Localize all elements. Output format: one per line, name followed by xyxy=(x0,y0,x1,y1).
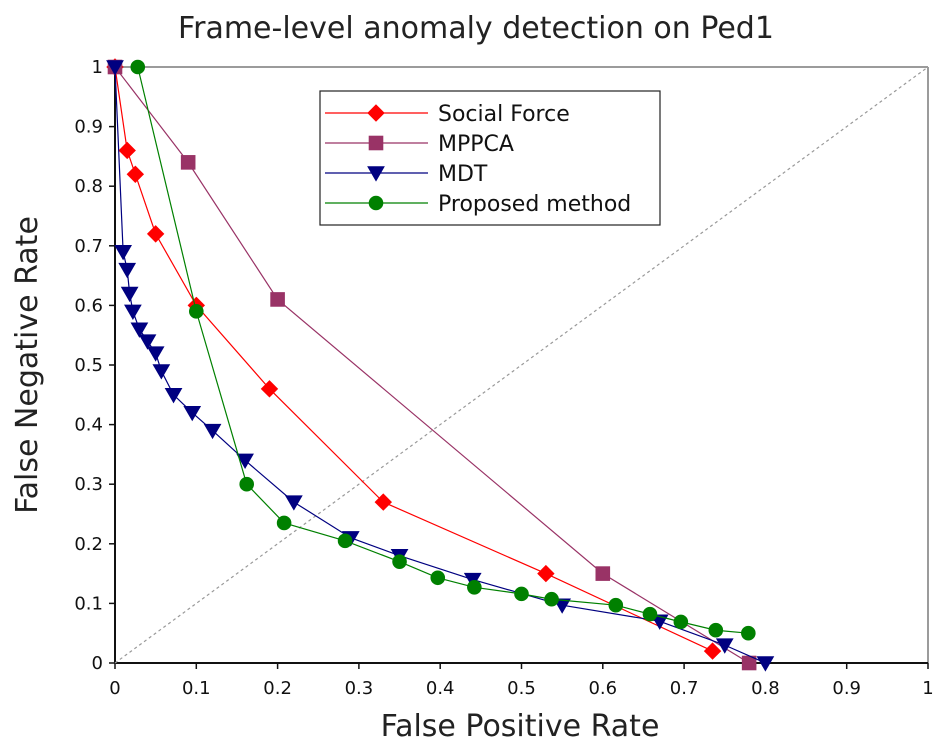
data-point-marker xyxy=(708,622,724,638)
legend-label: Proposed method xyxy=(438,192,631,217)
data-point-marker xyxy=(180,155,196,170)
x-tick-label: 0.3 xyxy=(345,678,374,699)
data-point-marker xyxy=(106,60,124,76)
legend: Social Force MPPCA MDT Proposed method xyxy=(319,90,661,226)
x-tick-label: 0.4 xyxy=(426,678,455,699)
data-point-marker xyxy=(284,495,303,511)
data-point-marker xyxy=(544,591,559,607)
data-point-marker xyxy=(276,515,292,531)
x-tick-label: 1 xyxy=(922,678,933,699)
data-point-marker xyxy=(537,564,555,583)
y-tick-label: 0.5 xyxy=(74,355,103,376)
data-point-marker xyxy=(146,346,165,362)
data-point-marker xyxy=(673,614,689,630)
x-axis-label: False Positive Rate xyxy=(381,709,660,744)
y-tick-label: 1 xyxy=(92,57,103,78)
legend-marker xyxy=(368,135,384,151)
data-point-marker xyxy=(114,245,132,261)
series-layer xyxy=(106,58,775,672)
data-point-marker xyxy=(236,453,254,469)
legend-label: MDT xyxy=(438,162,488,187)
data-point-marker xyxy=(270,292,285,307)
data-point-marker xyxy=(392,554,407,569)
legend-label: Social Force xyxy=(438,102,570,127)
data-point-marker xyxy=(183,405,202,422)
data-point-marker xyxy=(703,642,722,660)
data-point-marker xyxy=(337,533,353,549)
data-point-marker xyxy=(741,625,756,641)
diagonal-reference-line xyxy=(114,66,929,664)
y-tick-label: 0.2 xyxy=(74,534,103,555)
data-point-marker xyxy=(138,334,157,350)
chart-title: Frame-level anomaly detection on Ped1 xyxy=(178,11,774,46)
data-point-marker xyxy=(118,141,136,160)
data-point-marker xyxy=(118,262,137,279)
y-tick-label: 0.1 xyxy=(74,593,103,614)
x-tick-label: 0.8 xyxy=(751,678,780,699)
data-point-marker xyxy=(130,322,149,338)
data-point-marker xyxy=(756,656,775,672)
x-tick-label: 0.1 xyxy=(182,678,211,699)
legend-marker xyxy=(368,195,384,211)
data-point-marker xyxy=(189,304,204,319)
series-proposed-method xyxy=(130,59,756,641)
x-tick-label: 0.6 xyxy=(588,678,617,699)
series-mdt xyxy=(106,60,775,672)
y-tick-label: 0.7 xyxy=(74,236,103,257)
y-tick-label: 0.3 xyxy=(74,474,103,495)
data-point-marker xyxy=(430,570,446,586)
x-tick-label: 0.7 xyxy=(670,678,699,699)
data-point-marker xyxy=(595,566,611,581)
y-tick-label: 0.6 xyxy=(74,295,103,316)
x-tick-label: 0.5 xyxy=(507,678,536,699)
data-point-marker xyxy=(467,580,482,595)
data-point-marker xyxy=(164,388,183,404)
y-tick-label: 0.8 xyxy=(74,176,103,197)
data-point-marker xyxy=(124,304,142,320)
data-point-marker xyxy=(203,423,222,440)
data-point-marker xyxy=(514,586,529,602)
data-point-marker xyxy=(642,606,658,622)
legend-marker xyxy=(367,104,385,122)
data-point-marker xyxy=(152,364,171,380)
x-tick-label: 0 xyxy=(109,678,120,699)
y-axis-label: False Negative Rate xyxy=(10,216,45,514)
y-tick-label: 0.4 xyxy=(74,415,103,436)
data-point-marker xyxy=(374,493,392,511)
ticks-layer: 0 0.1 0.2 0.3 0.4 0.5 0.6 0.7 0.8 0.9 1 0 0.1 0.2 0.3 0… xyxy=(74,57,933,699)
y-tick-label: 0.9 xyxy=(74,117,103,138)
data-point-marker xyxy=(608,597,624,613)
data-point-marker xyxy=(260,380,279,398)
data-point-marker xyxy=(715,638,734,654)
data-point-marker xyxy=(120,286,139,303)
data-point-marker xyxy=(126,165,145,183)
legend-label: MPPCA xyxy=(438,132,514,157)
y-tick-label: 0 xyxy=(92,653,103,674)
data-point-marker xyxy=(146,225,165,243)
diagonal-layer xyxy=(114,66,929,664)
data-point-marker xyxy=(239,476,255,492)
x-tick-label: 0.9 xyxy=(832,678,861,699)
x-tick-label: 0.2 xyxy=(263,678,292,699)
data-point-marker xyxy=(130,59,146,75)
legend-marker xyxy=(367,166,385,182)
